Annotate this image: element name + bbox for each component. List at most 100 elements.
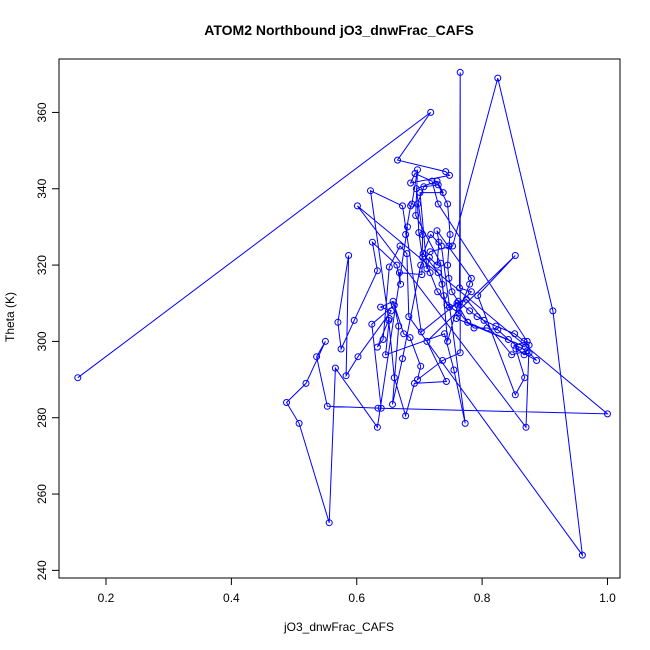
data-point [446, 171, 453, 179]
y-axis-label: Theta (K) [3, 292, 17, 342]
x-tick-label: 0.6 [348, 591, 365, 605]
data-point [394, 156, 401, 164]
plot-area [74, 68, 611, 559]
data-point [74, 374, 82, 382]
data-point [402, 412, 410, 420]
data-point [350, 316, 358, 324]
plot-frame [58, 58, 621, 579]
data-point [417, 362, 425, 370]
data-point [470, 324, 478, 332]
data-point [473, 313, 481, 321]
data-point [462, 295, 470, 303]
data-point [444, 261, 452, 269]
x-tick-label: 0.8 [474, 591, 491, 605]
data-point [323, 402, 331, 410]
x-tick-label: 0.2 [98, 591, 115, 605]
data-point [283, 399, 290, 406]
data-point [456, 284, 463, 292]
data-point [399, 202, 406, 210]
data-point [414, 376, 421, 384]
data-point [437, 242, 445, 250]
y-tick-label: 280 [35, 407, 49, 427]
data-point [461, 419, 469, 427]
data-point [389, 400, 396, 408]
data-point [419, 250, 427, 258]
data-point [313, 353, 321, 361]
data-point [367, 187, 374, 195]
data-point [402, 231, 410, 238]
data-point [442, 168, 450, 176]
data-point [445, 242, 453, 250]
data-point [331, 364, 339, 372]
y-tick-label: 320 [35, 255, 49, 275]
y-tick-label: 240 [35, 560, 49, 580]
data-point [419, 253, 427, 261]
data-point [345, 252, 353, 259]
data-point [379, 336, 387, 343]
data-point [578, 551, 586, 559]
data-point [521, 374, 529, 382]
data-point [444, 200, 452, 208]
data-point [396, 242, 404, 250]
data-point [511, 330, 519, 338]
data-point [446, 303, 453, 311]
data-point [434, 200, 442, 208]
data-point [385, 315, 393, 322]
data-point [412, 212, 420, 219]
data-point [444, 337, 452, 345]
data-point [467, 288, 475, 296]
data-point [419, 231, 427, 238]
data-point [377, 303, 385, 311]
data-point [494, 326, 502, 334]
data-point [508, 351, 516, 359]
data-point [433, 261, 441, 269]
data-point [549, 307, 557, 315]
data-point [414, 200, 421, 208]
data-point [480, 316, 488, 324]
data-point [434, 269, 442, 277]
data-point [403, 250, 411, 258]
data-point [427, 108, 435, 116]
data-point [373, 267, 381, 275]
data-point [450, 366, 458, 374]
data-point [445, 274, 453, 282]
data-point [334, 318, 342, 326]
data-point [374, 404, 382, 412]
data-point [454, 301, 462, 309]
chart-title: ATOM2 Northbound jO3_dnwFrac_CAFS [204, 22, 473, 38]
data-point [385, 263, 393, 271]
data-point [406, 334, 414, 342]
data-point [433, 227, 441, 235]
data-point [442, 378, 450, 385]
data-point [368, 320, 376, 328]
data-point [368, 238, 376, 246]
data-point [452, 315, 460, 322]
data-point [439, 357, 447, 364]
data-point [438, 280, 446, 288]
data-point [437, 259, 445, 267]
data-point [377, 404, 385, 412]
data-point [494, 74, 502, 82]
data-point [440, 292, 448, 300]
data-point [387, 307, 395, 315]
data-point [511, 391, 519, 399]
data-point [511, 252, 519, 259]
data-point [342, 372, 350, 380]
y-tick-label: 340 [35, 178, 49, 198]
data-point [405, 313, 413, 321]
y-tick-label: 300 [35, 331, 49, 351]
data-point [428, 177, 436, 185]
data-point [404, 223, 411, 231]
data-point [525, 341, 533, 349]
data-point [423, 337, 431, 345]
data-point [533, 357, 541, 364]
data-point [455, 309, 463, 317]
data-point [337, 345, 345, 353]
data-point [434, 181, 442, 189]
data-point [412, 185, 420, 193]
data-point [415, 229, 423, 237]
data-point [456, 349, 464, 357]
data-point [397, 280, 405, 288]
data-point [434, 288, 442, 296]
data-point [416, 189, 424, 197]
